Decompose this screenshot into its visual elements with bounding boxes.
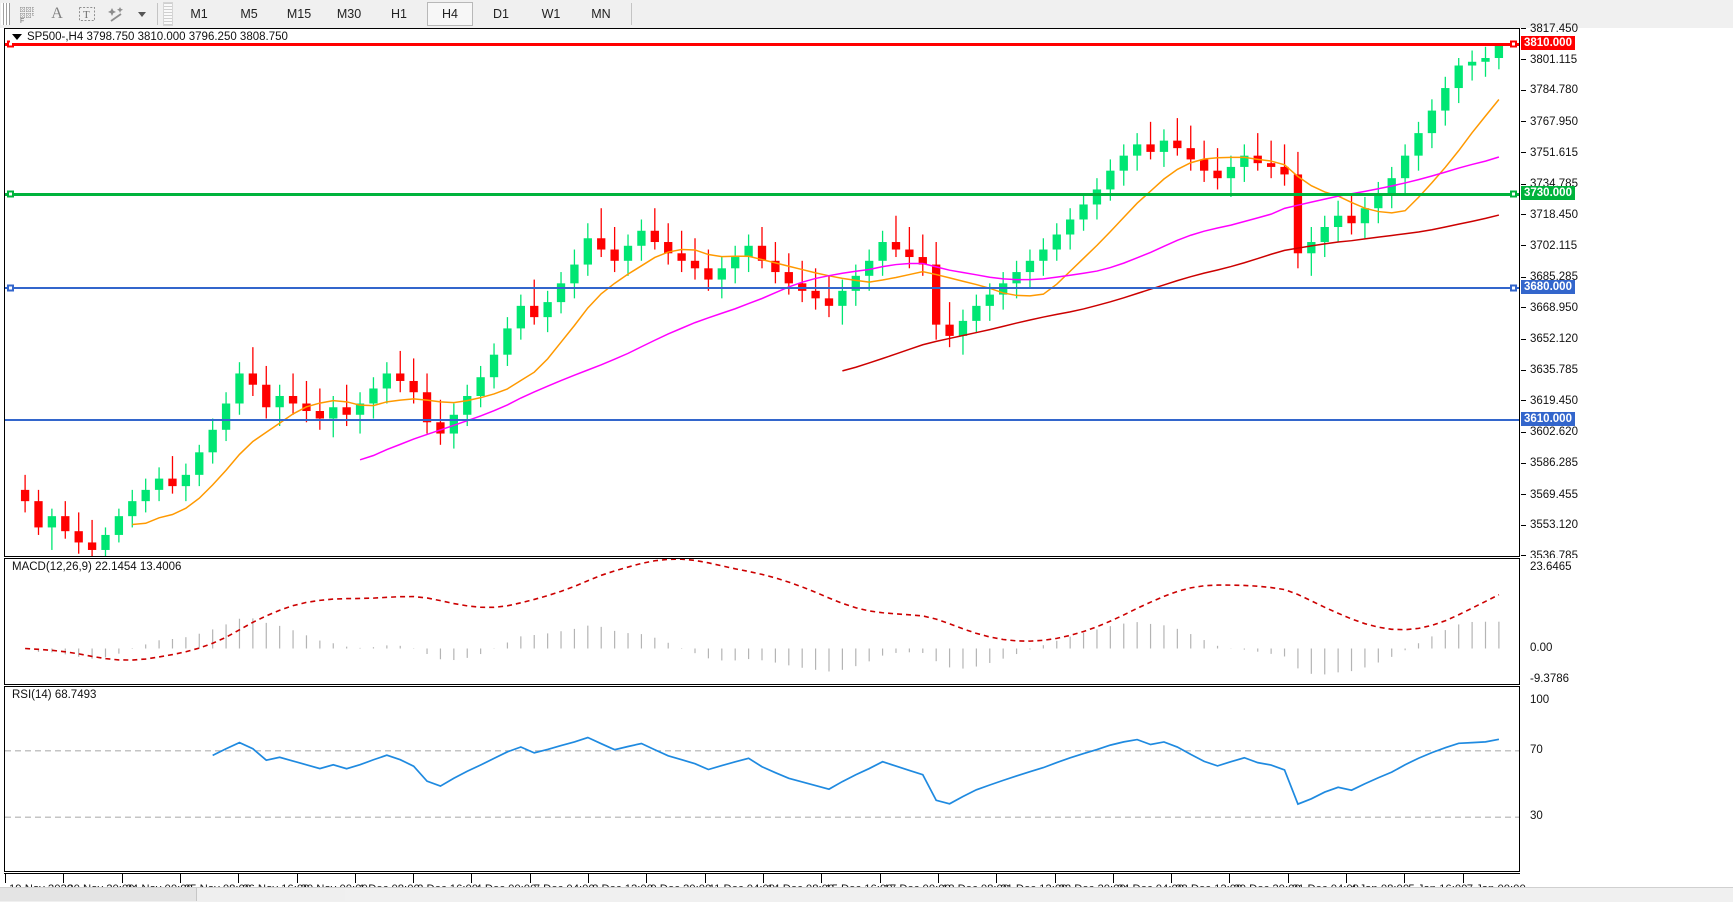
- status-mid-segment: [197, 888, 345, 901]
- hline-3810-000[interactable]: [5, 42, 1519, 46]
- price-tick: 3602.620: [1521, 426, 1578, 438]
- price-tick: 3668.950: [1521, 302, 1578, 314]
- macd-tick: 23.6465: [1530, 561, 1572, 573]
- svg-text:T: T: [83, 9, 90, 21]
- price-tick: 3652.120: [1521, 333, 1578, 345]
- rsi-tick: 100: [1530, 694, 1550, 706]
- collapse-arrow-icon[interactable]: [12, 33, 22, 40]
- hline-3610-000[interactable]: [5, 418, 1519, 421]
- line-anchor-handle[interactable]: [1510, 190, 1517, 198]
- timeframe-d1[interactable]: D1: [493, 7, 509, 21]
- text-label-icon[interactable]: A: [51, 5, 63, 22]
- timeframe-m30[interactable]: M30: [336, 7, 362, 21]
- timeframe-drag-handle[interactable]: [163, 2, 173, 26]
- svg-text:F: F: [20, 18, 24, 23]
- timeframe-h1[interactable]: H1: [391, 7, 407, 21]
- rsi-plot: [5, 736, 1519, 818]
- price-plot: [20, 42, 1504, 556]
- price-tick: 3553.120: [1521, 519, 1578, 531]
- macd-tick: -9.3786: [1530, 673, 1570, 685]
- price-axis[interactable]: 3817.450 3801.115 3784.780 3767.950 3751.615…: [1521, 23, 1733, 562]
- level-badge-3730-000[interactable]: 3730.000: [1521, 186, 1575, 201]
- toolbar-separator-2: [631, 3, 632, 25]
- macd-title: MACD(12,26,9) 22.1454 13.4006: [10, 561, 184, 573]
- chart-area: SP500-,H4 3798.750 3810.000 3796.250 380…: [0, 23, 1733, 902]
- price-tick: 3635.785: [1521, 364, 1578, 376]
- macd-plot: [25, 559, 1500, 675]
- crosshair-grid-icon[interactable]: F: [12, 2, 42, 26]
- rsi-tick: 30: [1530, 810, 1543, 823]
- price-tick: 3569.455: [1521, 489, 1578, 501]
- dropdown-caret-icon[interactable]: [132, 2, 152, 26]
- price-tick: 3619.450: [1521, 395, 1578, 407]
- price-tick: 3767.950: [1521, 116, 1578, 128]
- price-tick: 3702.115: [1521, 240, 1577, 252]
- level-badge-3610-000[interactable]: 3610.000: [1521, 411, 1575, 426]
- timeframe-h4[interactable]: H4: [427, 2, 473, 26]
- level-badge-3680-000[interactable]: 3680.000: [1521, 280, 1575, 295]
- rsi-axis: 100 70 30: [1521, 686, 1733, 872]
- timeframe-m1[interactable]: M1: [190, 7, 208, 21]
- level-badge-3810-000[interactable]: 3810.000: [1521, 35, 1575, 50]
- text-box-icon[interactable]: T: [72, 2, 102, 26]
- rsi-pane[interactable]: RSI(14) 68.7493: [4, 686, 1520, 872]
- symbol-header: SP500-,H4 3798.750 3810.000 3796.250 380…: [10, 31, 290, 43]
- macd-tick: 0.00: [1530, 641, 1553, 654]
- rsi-tick: 70: [1530, 743, 1543, 756]
- timeframe-m5[interactable]: M5: [240, 7, 258, 21]
- price-tick: 3801.115: [1521, 54, 1577, 66]
- timeframe-mn[interactable]: MN: [591, 7, 611, 21]
- price-tick: 3718.450: [1521, 209, 1578, 221]
- status-bar: [0, 887, 1733, 902]
- price-tick: 3784.780: [1521, 84, 1578, 96]
- price-tick: 3751.615: [1521, 147, 1578, 159]
- objects-icon[interactable]: [102, 2, 132, 26]
- hline-3680-000[interactable]: [5, 287, 1519, 290]
- macd-pane[interactable]: MACD(12,26,9) 22.1454 13.4006: [4, 558, 1520, 685]
- price-pane[interactable]: SP500-,H4 3798.750 3810.000 3796.250 380…: [4, 28, 1520, 557]
- line-anchor-handle[interactable]: [1510, 40, 1517, 48]
- macd-axis: 23.6465 0.00 -9.3786: [1521, 558, 1733, 685]
- line-anchor-handle[interactable]: [1510, 284, 1517, 292]
- main-toolbar: F A T M1 M5 M15 M30 H1 H4 D1 W1 MN: [0, 0, 1733, 29]
- price-tick: 3586.285: [1521, 457, 1578, 469]
- timeframe-m15[interactable]: M15: [286, 7, 312, 21]
- toolbar-drag-handle[interactable]: [1, 3, 10, 25]
- timeframe-group: M1 M5 M15 M30 H1 H4 D1 W1 MN: [177, 2, 623, 26]
- rsi-title: RSI(14) 68.7493: [10, 689, 99, 701]
- timeframe-w1[interactable]: W1: [541, 7, 561, 21]
- hline-3730-000[interactable]: [5, 193, 1519, 197]
- line-anchor-handle[interactable]: [7, 190, 14, 198]
- status-left-segment: [0, 888, 197, 901]
- toolbar-separator: [157, 3, 158, 25]
- line-anchor-handle[interactable]: [7, 284, 14, 292]
- symbol-ohlc-text: SP500-,H4 3798.750 3810.000 3796.250 380…: [27, 31, 288, 43]
- price-tick: 3817.450: [1521, 23, 1578, 35]
